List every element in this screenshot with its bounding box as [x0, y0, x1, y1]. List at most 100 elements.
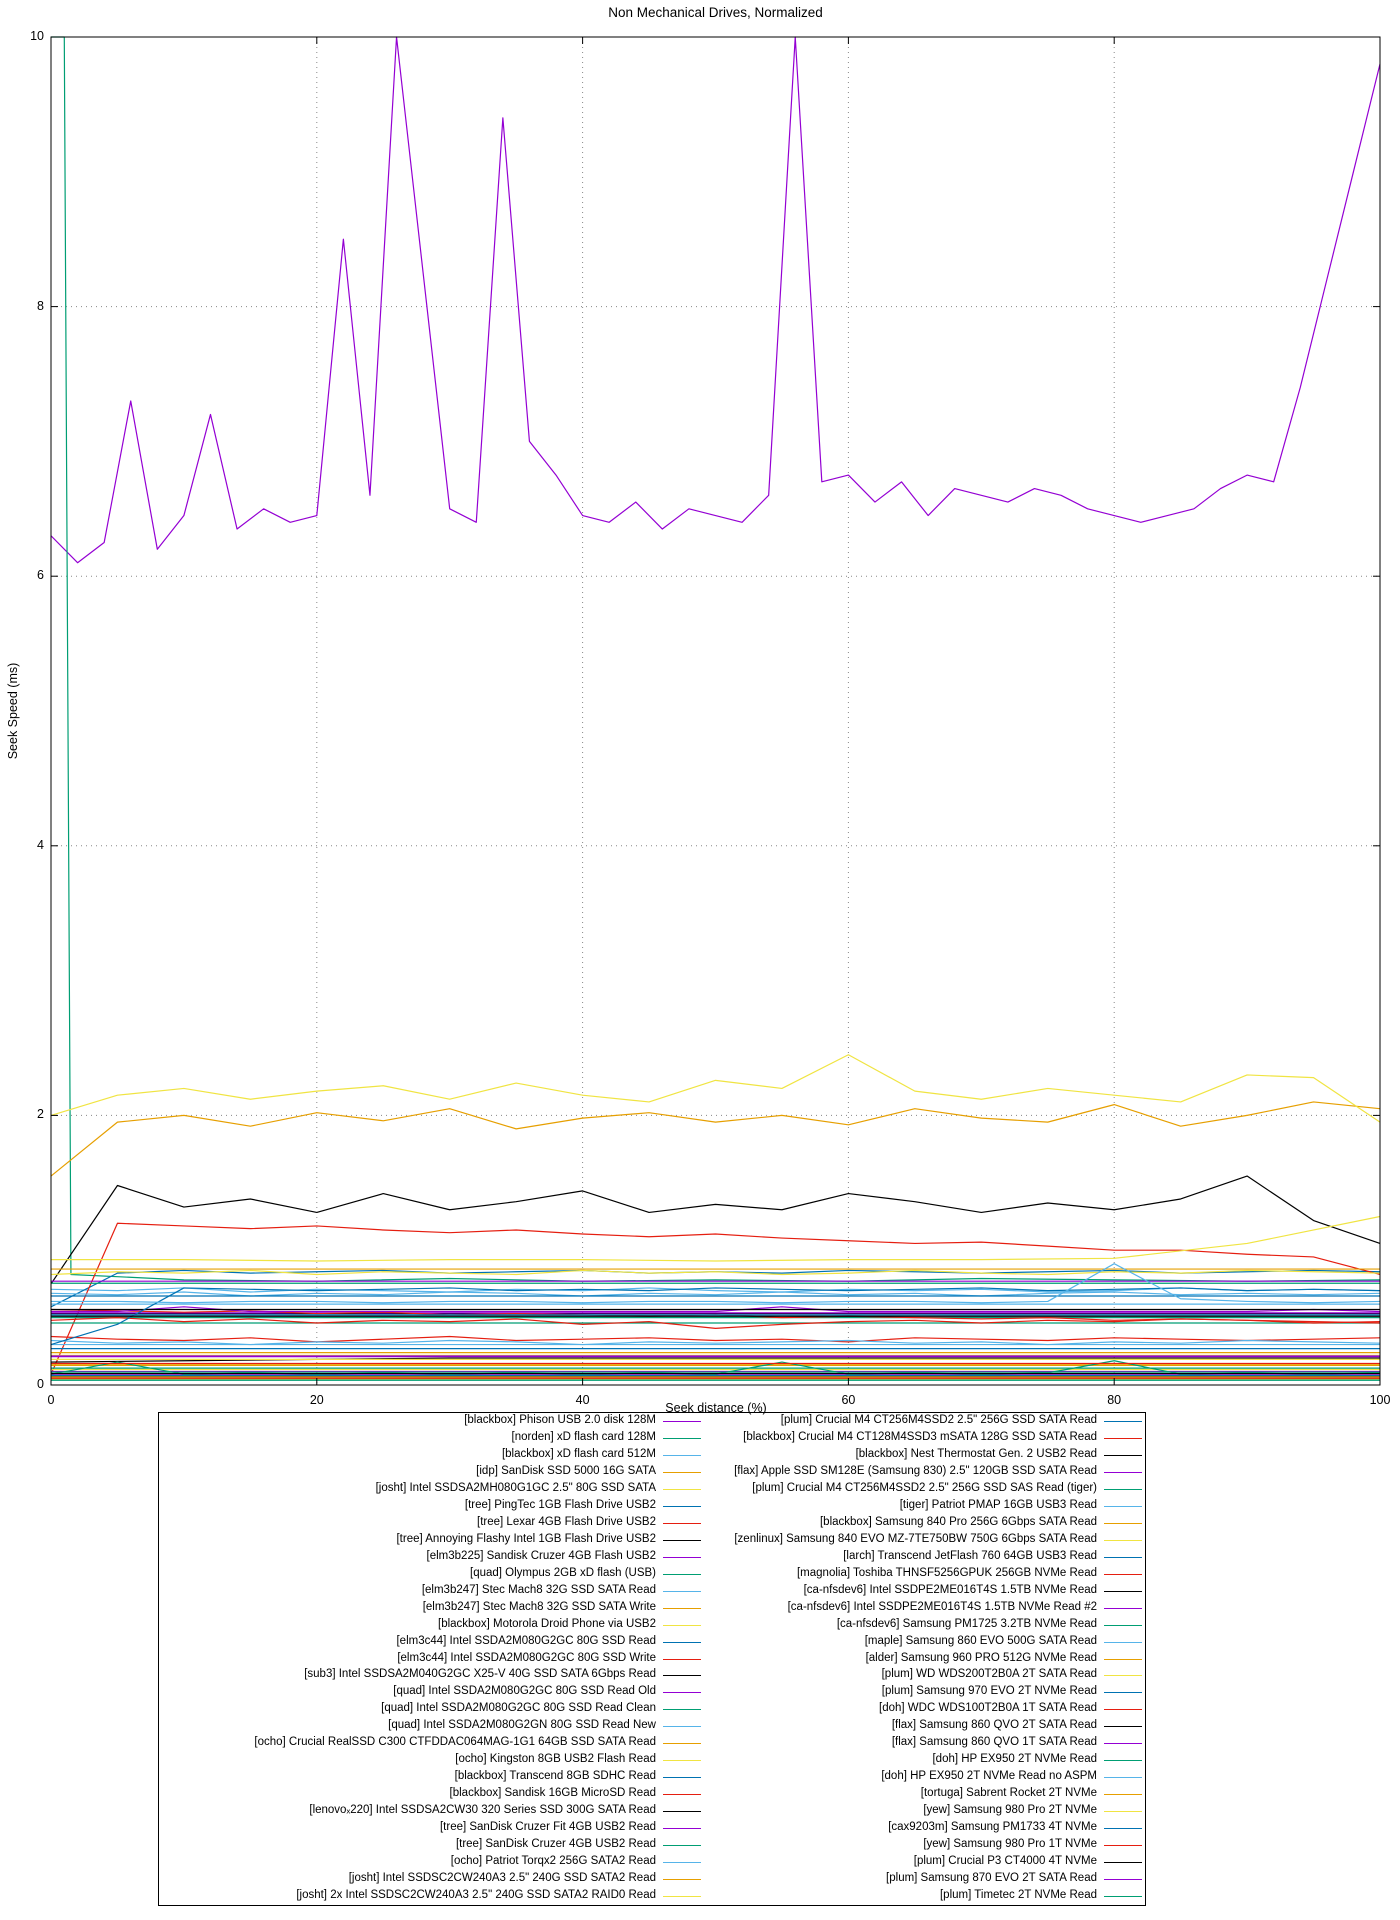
legend-item-sample-line [663, 1879, 701, 1881]
legend-item-label: [elm3c44] Intel SSDA2M080G2GC 80G SSD Re… [396, 1634, 656, 1647]
legend-item: [flax] Samsung 860 QVO 2T SATA Read [159, 1718, 1147, 1735]
legend-item-sample-line [663, 1896, 701, 1898]
legend-item: [norden] xD flash card 128M [159, 1430, 1147, 1447]
legend-item-label: [tree] PingTec 1GB Flash Drive USB2 [464, 1498, 656, 1511]
legend-item-sample-line [663, 1556, 701, 1558]
legend-item-sample-line [1104, 1709, 1142, 1711]
legend-item: [josht] Intel SSDSA2MH080G1GC 2.5" 80G S… [159, 1481, 1147, 1498]
legend-item-label: [plum] Crucial M4 CT256M4SSD2 2.5" 256G … [780, 1414, 1097, 1426]
legend-item-sample-line [663, 1454, 701, 1456]
legend-item-label: [ocho] Kingston 8GB USB2 Flash Read [455, 1753, 656, 1766]
y-tick-label: 8 [37, 298, 44, 313]
legend-item: [tree] SanDisk Cruzer Fit 4GB USB2 Read [159, 1820, 1147, 1837]
legend-item-label: [blackbox] Transcend 8GB SDHC Read [454, 1770, 656, 1783]
legend-item-sample-line [663, 1862, 701, 1864]
legend-item: [sub3] Intel SSDSA2M040G2GC X25-V 40G SS… [159, 1667, 1147, 1684]
legend-item-sample-line [1104, 1539, 1142, 1541]
legend-item-label: [josht] Intel SSDSC2CW240A3 2.5" 240G SS… [348, 1872, 656, 1885]
legend-item: [plum] Samsung 870 EVO 2T SATA Read [159, 1871, 1147, 1888]
legend-item-label: [plum] Crucial P3 CT4000 4T NVMe [913, 1855, 1097, 1868]
legend-item: [doh] WDC WDS100T2B0A 1T SATA Read [159, 1701, 1147, 1718]
legend-item: [blackbox] Motorola Droid Phone via USB2 [159, 1617, 1147, 1634]
y-tick-label: 10 [30, 29, 44, 43]
series-line [50, 1269, 1381, 1276]
legend-item-sample-line [1104, 1726, 1142, 1728]
plot-border [50, 36, 1381, 1386]
legend-item-sample-line [663, 1794, 701, 1796]
series-line [50, 1287, 1381, 1346]
legend-item: [quad] Intel SSDA2M080G2GC 80G SSD Read … [159, 1701, 1147, 1718]
legend-item-label: [zenlinux] Samsung 840 EVO MZ-7TE750BW 7… [734, 1532, 1097, 1545]
legend-item-label: [blackbox] Crucial M4 CT128M4SSD3 mSATA … [743, 1430, 1097, 1443]
legend-item: [flax] Samsung 860 QVO 1T SATA Read [159, 1735, 1147, 1752]
legend-item-sample-line [1104, 1505, 1142, 1507]
legend-item: [josht] 2x Intel SSDSC2CW240A3 2.5" 240G… [159, 1888, 1147, 1905]
legend-item: [blackbox] Nest Thermostat Gen. 2 USB2 R… [159, 1447, 1147, 1464]
legend-item-sample-line [1104, 1421, 1142, 1422]
x-axis-label: Seek distance (%) [665, 1401, 767, 1415]
legend-item: [magnolia] Toshiba THNSF5256GPUK 256GB N… [159, 1566, 1147, 1583]
legend-item-label: [tree] SanDisk Cruzer 4GB USB2 Read [455, 1838, 656, 1851]
legend-item-label: [ocho] Patriot Torqx2 256G SATA2 Read [450, 1855, 656, 1868]
legend-item: [elm3c44] Intel SSDA2M080G2GC 80G SSD Re… [159, 1634, 1147, 1651]
legend-item: [zenlinux] Samsung 840 EVO MZ-7TE750BW 7… [159, 1532, 1147, 1549]
legend-item: [tortuga] Sabrent Rocket 2T NVMe [159, 1786, 1147, 1803]
legend-item: [plum] Crucial M4 CT256M4SSD2 2.5" 256G … [159, 1481, 1147, 1498]
legend-item-label: [sub3] Intel SSDSA2M040G2GC X25-V 40G SS… [304, 1668, 656, 1681]
legend-item: [cax9203m] Samsung PM1733 4T NVMe [159, 1820, 1147, 1837]
legend-item-sample-line [1104, 1522, 1142, 1524]
legend-item-label: [quad] Intel SSDA2M080G2GC 80G SSD Read … [381, 1702, 656, 1715]
series-line [51, 1215, 1381, 1262]
legend-item-sample-line [663, 1760, 701, 1762]
legend-item-sample-line [663, 1811, 701, 1813]
legend-item-sample-line [1104, 1607, 1142, 1609]
legend-item-label: [larch] Transcend JetFlash 760 64GB USB3… [843, 1549, 1097, 1562]
legend-item-label: [blackbox] xD flash card 512M [501, 1447, 656, 1460]
legend-item: [blackbox] Samsung 840 Pro 256G 6Gbps SA… [159, 1515, 1147, 1532]
legend-item-sample-line [1104, 1590, 1142, 1592]
legend-item: [ca-nfsdev6] Samsung PM1725 3.2TB NVMe R… [159, 1617, 1147, 1634]
legend-item-label: [cax9203m] Samsung PM1733 4T NVMe [888, 1821, 1097, 1834]
legend-item-sample-line [1104, 1641, 1142, 1643]
legend-item-sample-line [1104, 1879, 1142, 1881]
legend-item: [ca-nfsdev6] Intel SSDPE2ME016T4S 1.5TB … [159, 1583, 1147, 1600]
legend-item-sample-line [1104, 1556, 1142, 1558]
legend-item: [quad] Intel SSDA2M080G2GC 80G SSD Read … [159, 1684, 1147, 1701]
legend-item: [elm3c44] Intel SSDA2M080G2GC 80G SSD Wr… [159, 1651, 1147, 1668]
legend-item: [plum] Crucial P3 CT4000 4T NVMe [159, 1854, 1147, 1871]
y-tick-label: 4 [37, 837, 44, 852]
legend-item: [ocho] Crucial RealSSD C300 CTFDDAC064MA… [159, 1735, 1147, 1752]
legend-item: [plum] Timetec 2T NVMe Read [159, 1888, 1147, 1905]
legend-item-label: [blackbox] Phison USB 2.0 disk 128M [464, 1414, 656, 1426]
legend-item-sample-line [663, 1845, 701, 1847]
legend-item-sample-line [1104, 1488, 1142, 1490]
series-line [50, 1316, 1381, 1329]
legend-item-sample-line [1104, 1828, 1142, 1830]
legend-item-label: [tiger] Patriot PMAP 16GB USB3 Read [899, 1498, 1097, 1511]
y-tick-label: 2 [37, 1107, 44, 1122]
legend-item-label: [magnolia] Toshiba THNSF5256GPUK 256GB N… [796, 1566, 1097, 1579]
legend-item-sample-line [663, 1709, 701, 1711]
legend-item: [ca-nfsdev6] Intel SSDPE2ME016T4S 1.5TB … [159, 1600, 1147, 1617]
legend-item-label: [maple] Samsung 860 EVO 500G SATA Read [864, 1634, 1097, 1647]
series-line [50, 1101, 1381, 1177]
legend-item-sample-line [663, 1692, 701, 1694]
legend-item-sample-line [1104, 1471, 1142, 1473]
legend-item: [maple] Samsung 860 EVO 500G SATA Read [159, 1634, 1147, 1651]
legend-item-label: [flax] Samsung 860 QVO 2T SATA Read [891, 1719, 1097, 1732]
legend-item-sample-line [663, 1726, 701, 1728]
legend-item-label: [elm3b247] Stec Mach8 32G SSD SATA Write [422, 1600, 656, 1613]
legend-item-sample-line [663, 1675, 701, 1677]
legend-item: [yew] Samsung 980 Pro 1T NVMe [159, 1837, 1147, 1854]
legend-item: [blackbox] Phison USB 2.0 disk 128M [159, 1413, 1147, 1430]
legend-item-label: [plum] Samsung 970 EVO 2T NVMe Read [881, 1685, 1097, 1698]
legend-item: [quad] Olympus 2GB xD flash (USB) [159, 1566, 1147, 1583]
legend-item-sample-line [1104, 1573, 1142, 1575]
legend-item-label: [josht] Intel SSDSA2MH080G1GC 2.5" 80G S… [375, 1481, 656, 1494]
legend-item-label: [elm3c44] Intel SSDA2M080G2GC 80G SSD Wr… [397, 1651, 656, 1664]
legend-item: [doh] HP EX950 2T NVMe Read [159, 1752, 1147, 1769]
legend-item-sample-line [663, 1743, 701, 1745]
legend-item-label: [plum] Crucial M4 CT256M4SSD2 2.5" 256G … [752, 1481, 1097, 1494]
